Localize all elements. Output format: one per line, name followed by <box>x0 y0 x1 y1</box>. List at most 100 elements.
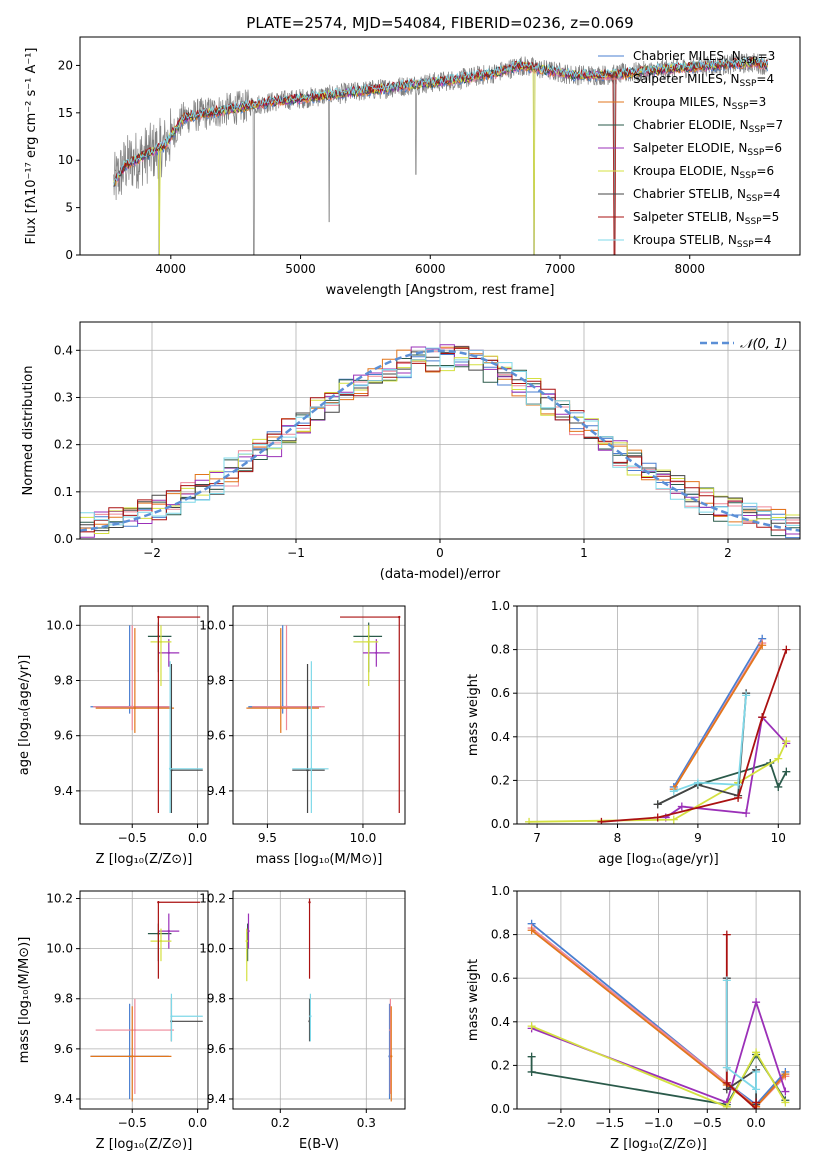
weight-marker-salpeter-elodie <box>752 998 761 1007</box>
weight-marker-kroupa-elodie <box>781 1098 790 1107</box>
weight-marker-chabrier-elodie <box>527 1052 536 1061</box>
weight-marker-kroupa-stelib <box>742 691 751 700</box>
x-axis-label: wavelength [Angstrom, rest frame] <box>326 283 555 298</box>
weight-marker-kroupa-elodie <box>527 1022 536 1031</box>
weight-marker-chabrier-elodie <box>774 782 783 791</box>
point-salpeter-stelib <box>398 615 401 619</box>
x-axis-label: Z [log₁₀(Z/Z⊙)] <box>610 1137 707 1152</box>
point-salpeter-miles <box>285 705 288 708</box>
ebv-mass-panel: 0.2 0.3 9.4 9.6 9.8 10.0 10.2 E(B-V) <box>199 890 406 1152</box>
plot-area <box>80 344 800 539</box>
legend-entry: Salpeter STELIB, NSSP=5 <box>633 210 779 227</box>
figure-title: PLATE=2574, MJD=54084, FIBERID=0236, z=0… <box>246 14 633 32</box>
point-kroupa-miles <box>131 1055 134 1058</box>
y-tick-label: 0.8 <box>491 928 510 942</box>
histogram-kroupa-stelib <box>80 347 800 526</box>
model-spectrum-kroupa-elodie <box>113 57 768 255</box>
legend-sub: SSP <box>745 217 762 227</box>
x-axis-label: age [log₁₀(age/yr)] <box>598 852 719 867</box>
weight-line-salpeter-elodie <box>665 715 787 819</box>
normal-curve <box>80 349 800 532</box>
weight-marker-salpeter-elodie <box>742 809 751 818</box>
legend-suffix: =4 <box>763 187 781 201</box>
legend-sub: SSP <box>740 171 757 181</box>
y-axis-label: mass [log₁₀(M/M⊙)] <box>17 937 32 1064</box>
weight-marker-kroupa-stelib <box>722 976 731 985</box>
legend-name: Chabrier STELIB, N <box>633 187 746 201</box>
y-tick-label: 0.8 <box>491 643 510 657</box>
point-kroupa-stelib <box>170 1015 173 1018</box>
spectrum-panel: 4000 5000 6000 7000 8000 0 5 10 15 20 wavelength [… <box>24 36 801 298</box>
legend-sub: SSP <box>732 102 749 112</box>
weight-marker-chabrier-elodie <box>527 1067 536 1076</box>
y-tick-label: 9.6 <box>207 729 226 743</box>
x-tick-label: 1 <box>580 546 588 560</box>
plot-area <box>90 615 203 813</box>
observed-spectrum <box>113 52 768 255</box>
weight-line-salpeter-elodie <box>531 999 787 1104</box>
legend-suffix: =5 <box>762 210 780 224</box>
y-tick-label: 1.0 <box>491 599 510 613</box>
plot-area <box>245 898 393 1102</box>
point-kroupa-elodie <box>367 640 370 644</box>
y-tick-label: 0.2 <box>491 1058 510 1072</box>
legend-suffix: =6 <box>756 164 774 178</box>
age-weight-panel: 7 8 9 10 0.0 0.2 0.4 0.6 0.8 1.0 age [log₁₀(age/yr… <box>466 599 801 867</box>
axes-frame <box>232 890 406 1110</box>
legend-entry: Kroupa STELIB, NSSP=4 <box>633 233 771 250</box>
y-tick-label: 0 <box>65 248 73 262</box>
x-tick-label: 4000 <box>156 262 187 276</box>
weight-line-kroupa-stelib <box>673 695 747 793</box>
y-axis-label: Flux [fλ10⁻¹⁷ erg cm⁻² s⁻¹ A⁻¹] <box>24 48 39 245</box>
x-tick-label: −1 <box>287 546 305 560</box>
point-salpeter-stelib <box>157 901 160 904</box>
legend-name: Kroupa STELIB, N <box>633 233 737 247</box>
x-tick-label: −0.5 <box>118 831 147 845</box>
legend-entry: Chabrier STELIB, NSSP=4 <box>633 187 781 204</box>
x-tick-label: 0.2 <box>271 1116 290 1130</box>
y-tick-label: 0.4 <box>491 1015 510 1029</box>
x-tick-label: 0.0 <box>188 831 207 845</box>
legend-sub: SSP <box>741 56 758 66</box>
point-salpeter-elodie <box>167 929 171 933</box>
weight-marker-salpeter-stelib <box>758 713 767 722</box>
weight-marker-salpeter-stelib <box>722 1078 731 1087</box>
weight-marker-chabrier-stelib <box>653 800 662 809</box>
mass-age-panel: 9.5 10.0 9.4 9.6 9.8 10.0 mass [log₁₀(M/M⊙)] <box>199 605 406 867</box>
z-mass-panel: −0.5 0.0 9.4 9.6 9.8 10.0 10.2 Z [log₁₀(Z/Z⊙)] m… <box>17 890 209 1152</box>
residuals-panel: −2 −1 0 1 2 0.0 0.1 0.2 0.3 0.4 (data-model)/error… <box>21 321 801 582</box>
y-tick-label: 0.6 <box>491 971 510 985</box>
plot-area <box>246 615 401 813</box>
y-tick-label: 0.0 <box>54 532 73 546</box>
x-tick-label: −2 <box>143 546 161 560</box>
y-tick-label: 0.4 <box>54 343 73 357</box>
y-tick-label: 9.4 <box>207 1092 226 1106</box>
plot-area <box>525 634 791 824</box>
weight-marker-salpeter-elodie <box>781 1087 790 1096</box>
x-tick-label: 9.5 <box>258 831 277 845</box>
model-spectrum-chabrier-miles <box>113 60 768 187</box>
x-tick-label: 7000 <box>545 262 576 276</box>
y-tick-label: 10.2 <box>46 892 73 906</box>
point-kroupa-stelib <box>309 1015 312 1018</box>
axes-frame <box>516 605 801 825</box>
weight-marker-kroupa-elodie <box>525 817 534 824</box>
point-kroupa-stelib <box>310 767 313 771</box>
x-tick-label: 0.0 <box>747 1116 766 1130</box>
x-tick-label: 2 <box>724 546 732 560</box>
y-axis-label: mass weight <box>466 674 481 756</box>
weight-marker-salpeter-stelib <box>722 930 731 939</box>
y-tick-label: 0.4 <box>491 730 510 744</box>
axes-frame <box>516 890 801 1110</box>
plot-area <box>90 901 203 1102</box>
axes-frame <box>79 890 209 1110</box>
legend-normal-label: 𝒩(0, 1) <box>740 337 787 352</box>
x-tick-label: 6000 <box>415 262 446 276</box>
weight-marker-salpeter-elodie <box>677 802 686 811</box>
weight-marker-chabrier-elodie <box>782 767 791 776</box>
y-tick-label: 0.3 <box>54 390 73 404</box>
model-spectrum-chabrier-stelib <box>113 58 768 187</box>
axes-frame <box>79 605 209 825</box>
x-axis-label: Z [log₁₀(Z/Z⊙)] <box>96 852 193 867</box>
legend-sub: SSP <box>746 194 763 204</box>
